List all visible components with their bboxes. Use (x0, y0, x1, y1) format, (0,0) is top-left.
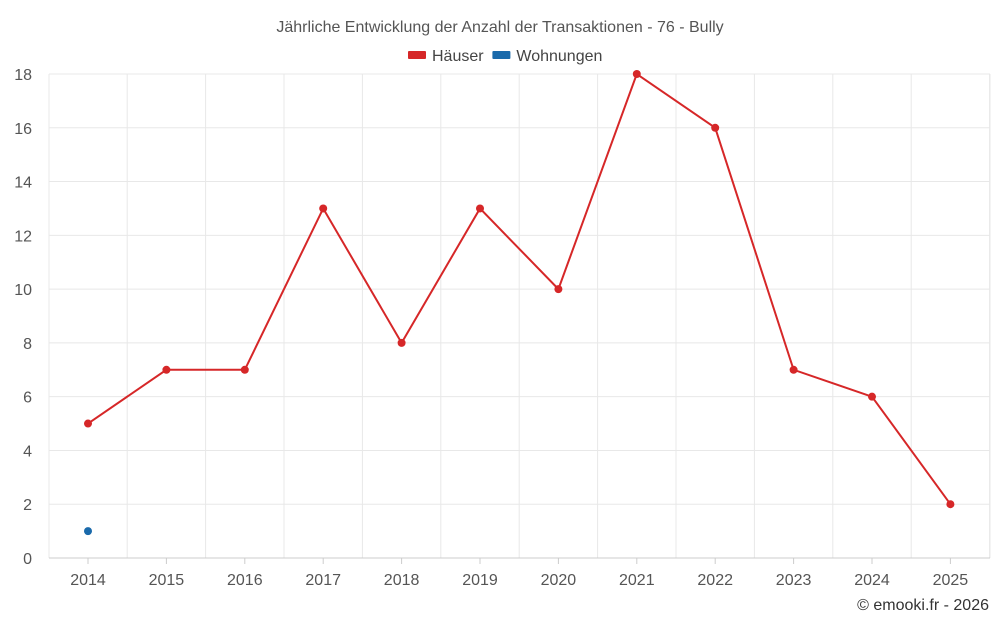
data-point[interactable] (789, 365, 798, 374)
legend-item[interactable]: Wohnungen (492, 48, 602, 65)
y-tick-label: 2 (23, 497, 32, 514)
data-point[interactable] (319, 204, 328, 213)
x-tick-label: 2025 (933, 572, 969, 589)
data-point[interactable] (946, 500, 955, 509)
legend-swatch (492, 51, 511, 59)
x-tick-label: 2017 (305, 572, 341, 589)
x-tick-label: 2022 (697, 572, 733, 589)
series-layer (84, 70, 955, 536)
y-tick-label: 18 (14, 67, 32, 84)
data-point[interactable] (84, 527, 92, 536)
data-point[interactable] (868, 392, 876, 401)
chart-title: Jährliche Entwicklung der Anzahl der Tra… (276, 19, 723, 36)
y-tick-label: 16 (14, 121, 32, 138)
x-tick-label: 2019 (462, 572, 498, 589)
x-tick-label: 2018 (384, 572, 420, 589)
y-tick-label: 14 (14, 175, 32, 192)
legend-label: Häuser (432, 48, 484, 65)
y-tick-label: 4 (23, 443, 32, 460)
axes: 0 2 4 6 8 10 12 14 16 18 2014 2015 2016 2017 2018 2019 2… (14, 67, 990, 589)
data-point[interactable] (162, 365, 171, 374)
data-point[interactable] (397, 338, 406, 347)
data-point[interactable] (711, 123, 720, 132)
x-tick-label: 2024 (854, 572, 890, 589)
data-point[interactable] (632, 70, 641, 78)
x-tick-label: 2023 (776, 572, 812, 589)
y-tick-label: 10 (14, 282, 32, 299)
series-0 (84, 70, 955, 509)
y-tick-label: 6 (23, 390, 32, 407)
x-tick-label: 2021 (619, 572, 655, 589)
y-tick-label: 0 (23, 551, 32, 568)
data-point[interactable] (240, 365, 249, 374)
data-point[interactable] (476, 204, 484, 213)
y-tick-label: 8 (23, 336, 32, 353)
series-1 (84, 527, 92, 536)
grid (48, 73, 991, 559)
y-tick-label: 12 (14, 228, 32, 245)
legend-swatch (408, 51, 426, 59)
x-tick-label: 2014 (70, 572, 106, 589)
x-tick-label: 2015 (149, 572, 185, 589)
legend-item[interactable]: Häuser (408, 48, 484, 65)
series-line (87, 72, 952, 505)
x-tick-label: 2020 (541, 572, 577, 589)
data-point[interactable] (84, 419, 92, 428)
legend: Häuser Wohnungen (408, 48, 602, 65)
legend-label: Wohnungen (516, 48, 602, 65)
data-point[interactable] (554, 285, 563, 294)
credit-text: © emooki.fr - 2026 (857, 597, 989, 614)
x-tick-label: 2016 (227, 572, 263, 589)
